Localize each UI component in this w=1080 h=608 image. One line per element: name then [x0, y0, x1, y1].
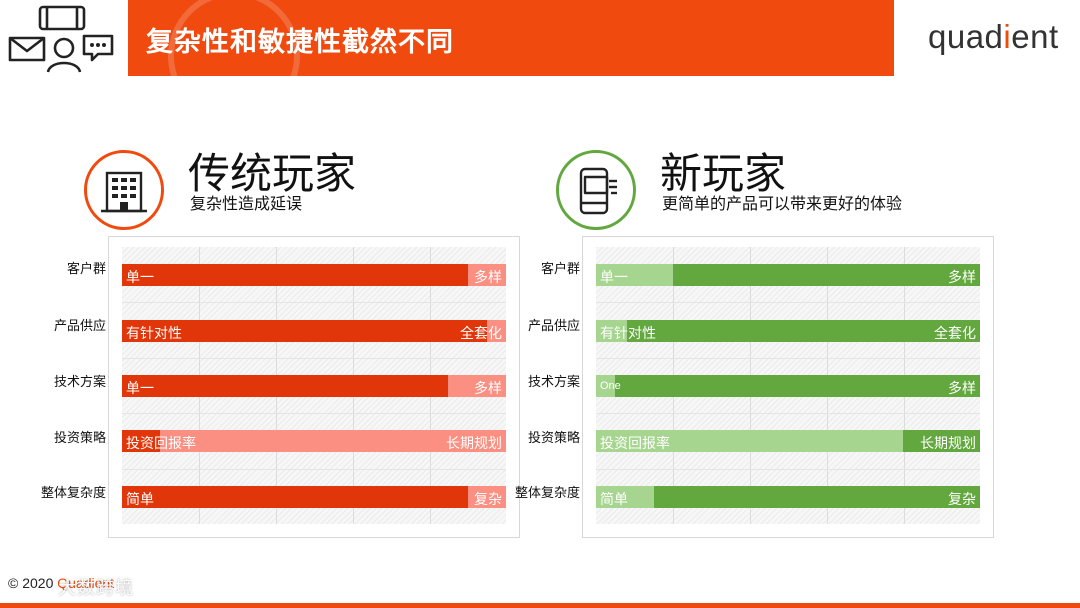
mobile-app-icon: [556, 150, 636, 230]
new-bar-0: 单一 多样: [596, 264, 980, 286]
trad-bar-segment: [160, 430, 506, 452]
grid-line-horizontal: [596, 468, 980, 470]
trad-bar-segment: [122, 430, 161, 452]
trad-bar-1: 有针对性 全套化: [122, 320, 506, 342]
new-bar-4: 简单 复杂: [596, 486, 980, 508]
trad-bar-left-label: 单一: [126, 269, 154, 285]
grid-line-horizontal: [122, 302, 506, 304]
trad-bar-2: 单一 多样: [122, 375, 506, 397]
grid-line-horizontal: [596, 302, 980, 304]
trad-bar-segment: [467, 486, 506, 508]
new-row-label-investment: 投资策略: [527, 430, 580, 445]
new-bar-segment: [596, 375, 616, 397]
logo-text-pre: quad: [928, 18, 1004, 55]
new-bar-segment: [653, 486, 980, 508]
trad-row-label-investment: 投资策略: [53, 430, 106, 445]
trad-bar-segment: [122, 486, 468, 508]
new-bar-segment: [626, 320, 980, 342]
trad-bar-segment: [122, 264, 468, 286]
new-row-label-customers: 客户群: [540, 261, 580, 276]
new-bar-segment: [596, 320, 627, 342]
traditional-subtitle: 复杂性造成延误: [190, 196, 303, 213]
new-bar-2: One 多样: [596, 375, 980, 397]
grid-line-horizontal: [122, 413, 506, 415]
trad-bar-segment: [122, 320, 487, 342]
trad-row-label-technology: 技术方案: [53, 374, 106, 389]
trad-bar-right-label: 全套化: [460, 325, 502, 341]
traditional-title: 传统玩家: [188, 150, 357, 197]
new-bar-left-label: 有针对性: [600, 325, 656, 341]
new-bar-right-label: 多样: [948, 269, 976, 285]
trad-bar-0: 单一 多样: [122, 264, 506, 286]
new-title: 新玩家: [660, 150, 787, 197]
new-bar-segment: [596, 430, 904, 452]
new-row-label-technology: 技术方案: [527, 374, 580, 389]
new-bar-segment: [615, 375, 980, 397]
trad-bar-left-label: 有针对性: [126, 325, 182, 341]
trad-bar-left-label: 投资回报率: [126, 435, 196, 451]
slide-title: 复杂性和敏捷性截然不同: [146, 27, 454, 57]
trad-row-label-complexity: 整体复杂度: [40, 485, 106, 500]
new-bar-left-label: 单一: [600, 269, 628, 285]
office-building-icon: [84, 150, 164, 230]
trad-bar-right-label: 多样: [474, 380, 502, 396]
logo-text-post: ent: [1011, 18, 1059, 55]
banner-decoration: [168, 0, 300, 76]
trad-row-label-products: 产品供应: [53, 318, 106, 333]
copyright-brand: Quadient: [57, 575, 115, 591]
new-bar-segment: [672, 264, 980, 286]
new-bar-right-label: 复杂: [948, 491, 976, 507]
new-bar-right-label: 多样: [948, 380, 976, 396]
quadient-logo: quadient: [928, 18, 1059, 56]
trad-bar-right-label: 多样: [474, 269, 502, 285]
grid-line-horizontal: [596, 357, 980, 359]
copyright-year: © 2020: [8, 575, 54, 591]
new-bar-left-label: 投资回报率: [600, 435, 670, 451]
trad-bar-left-label: 简单: [126, 491, 154, 507]
trad-row-label-customers: 客户群: [66, 261, 106, 276]
logo-text-dot: i: [1003, 18, 1012, 55]
grid-line-horizontal: [122, 357, 506, 359]
grid-line-horizontal: [122, 468, 506, 470]
trad-bar-segment: [448, 375, 506, 397]
new-bar-1: 有针对性 全套化: [596, 320, 980, 342]
new-bar-segment: [903, 430, 980, 452]
new-subtitle: 更简单的产品可以带来更好的体验: [662, 196, 903, 213]
new-bar-segment: [596, 264, 673, 286]
trad-bar-segment: [467, 264, 506, 286]
trad-bar-segment: [122, 375, 449, 397]
new-bar-left-label: One: [600, 380, 621, 392]
title-banner: 复杂性和敏捷性截然不同: [128, 0, 894, 76]
new-bar-right-label: 全套化: [934, 325, 976, 341]
trad-bar-3: 投资回报率 长期规划: [122, 430, 506, 452]
new-row-label-products: 产品供应: [527, 318, 580, 333]
watermark-text: 大数跨境: [58, 578, 134, 598]
trad-bar-4: 简单 复杂: [122, 486, 506, 508]
trad-bar-left-label: 单一: [126, 380, 154, 396]
trad-bar-right-label: 复杂: [474, 491, 502, 507]
new-bar-right-label: 长期规划: [920, 435, 976, 451]
new-bar-left-label: 简单: [600, 491, 628, 507]
new-row-label-complexity: 整体复杂度: [514, 485, 580, 500]
communication-icons: [8, 5, 114, 73]
footer-accent-line: [0, 603, 1080, 608]
trad-bar-right-label: 长期规划: [446, 435, 502, 451]
grid-line-horizontal: [596, 413, 980, 415]
copyright-text: © 2020 Quadient: [8, 575, 114, 591]
new-bar-segment: [596, 486, 654, 508]
new-bar-3: 投资回报率 长期规划: [596, 430, 980, 452]
trad-bar-segment: [486, 320, 506, 342]
